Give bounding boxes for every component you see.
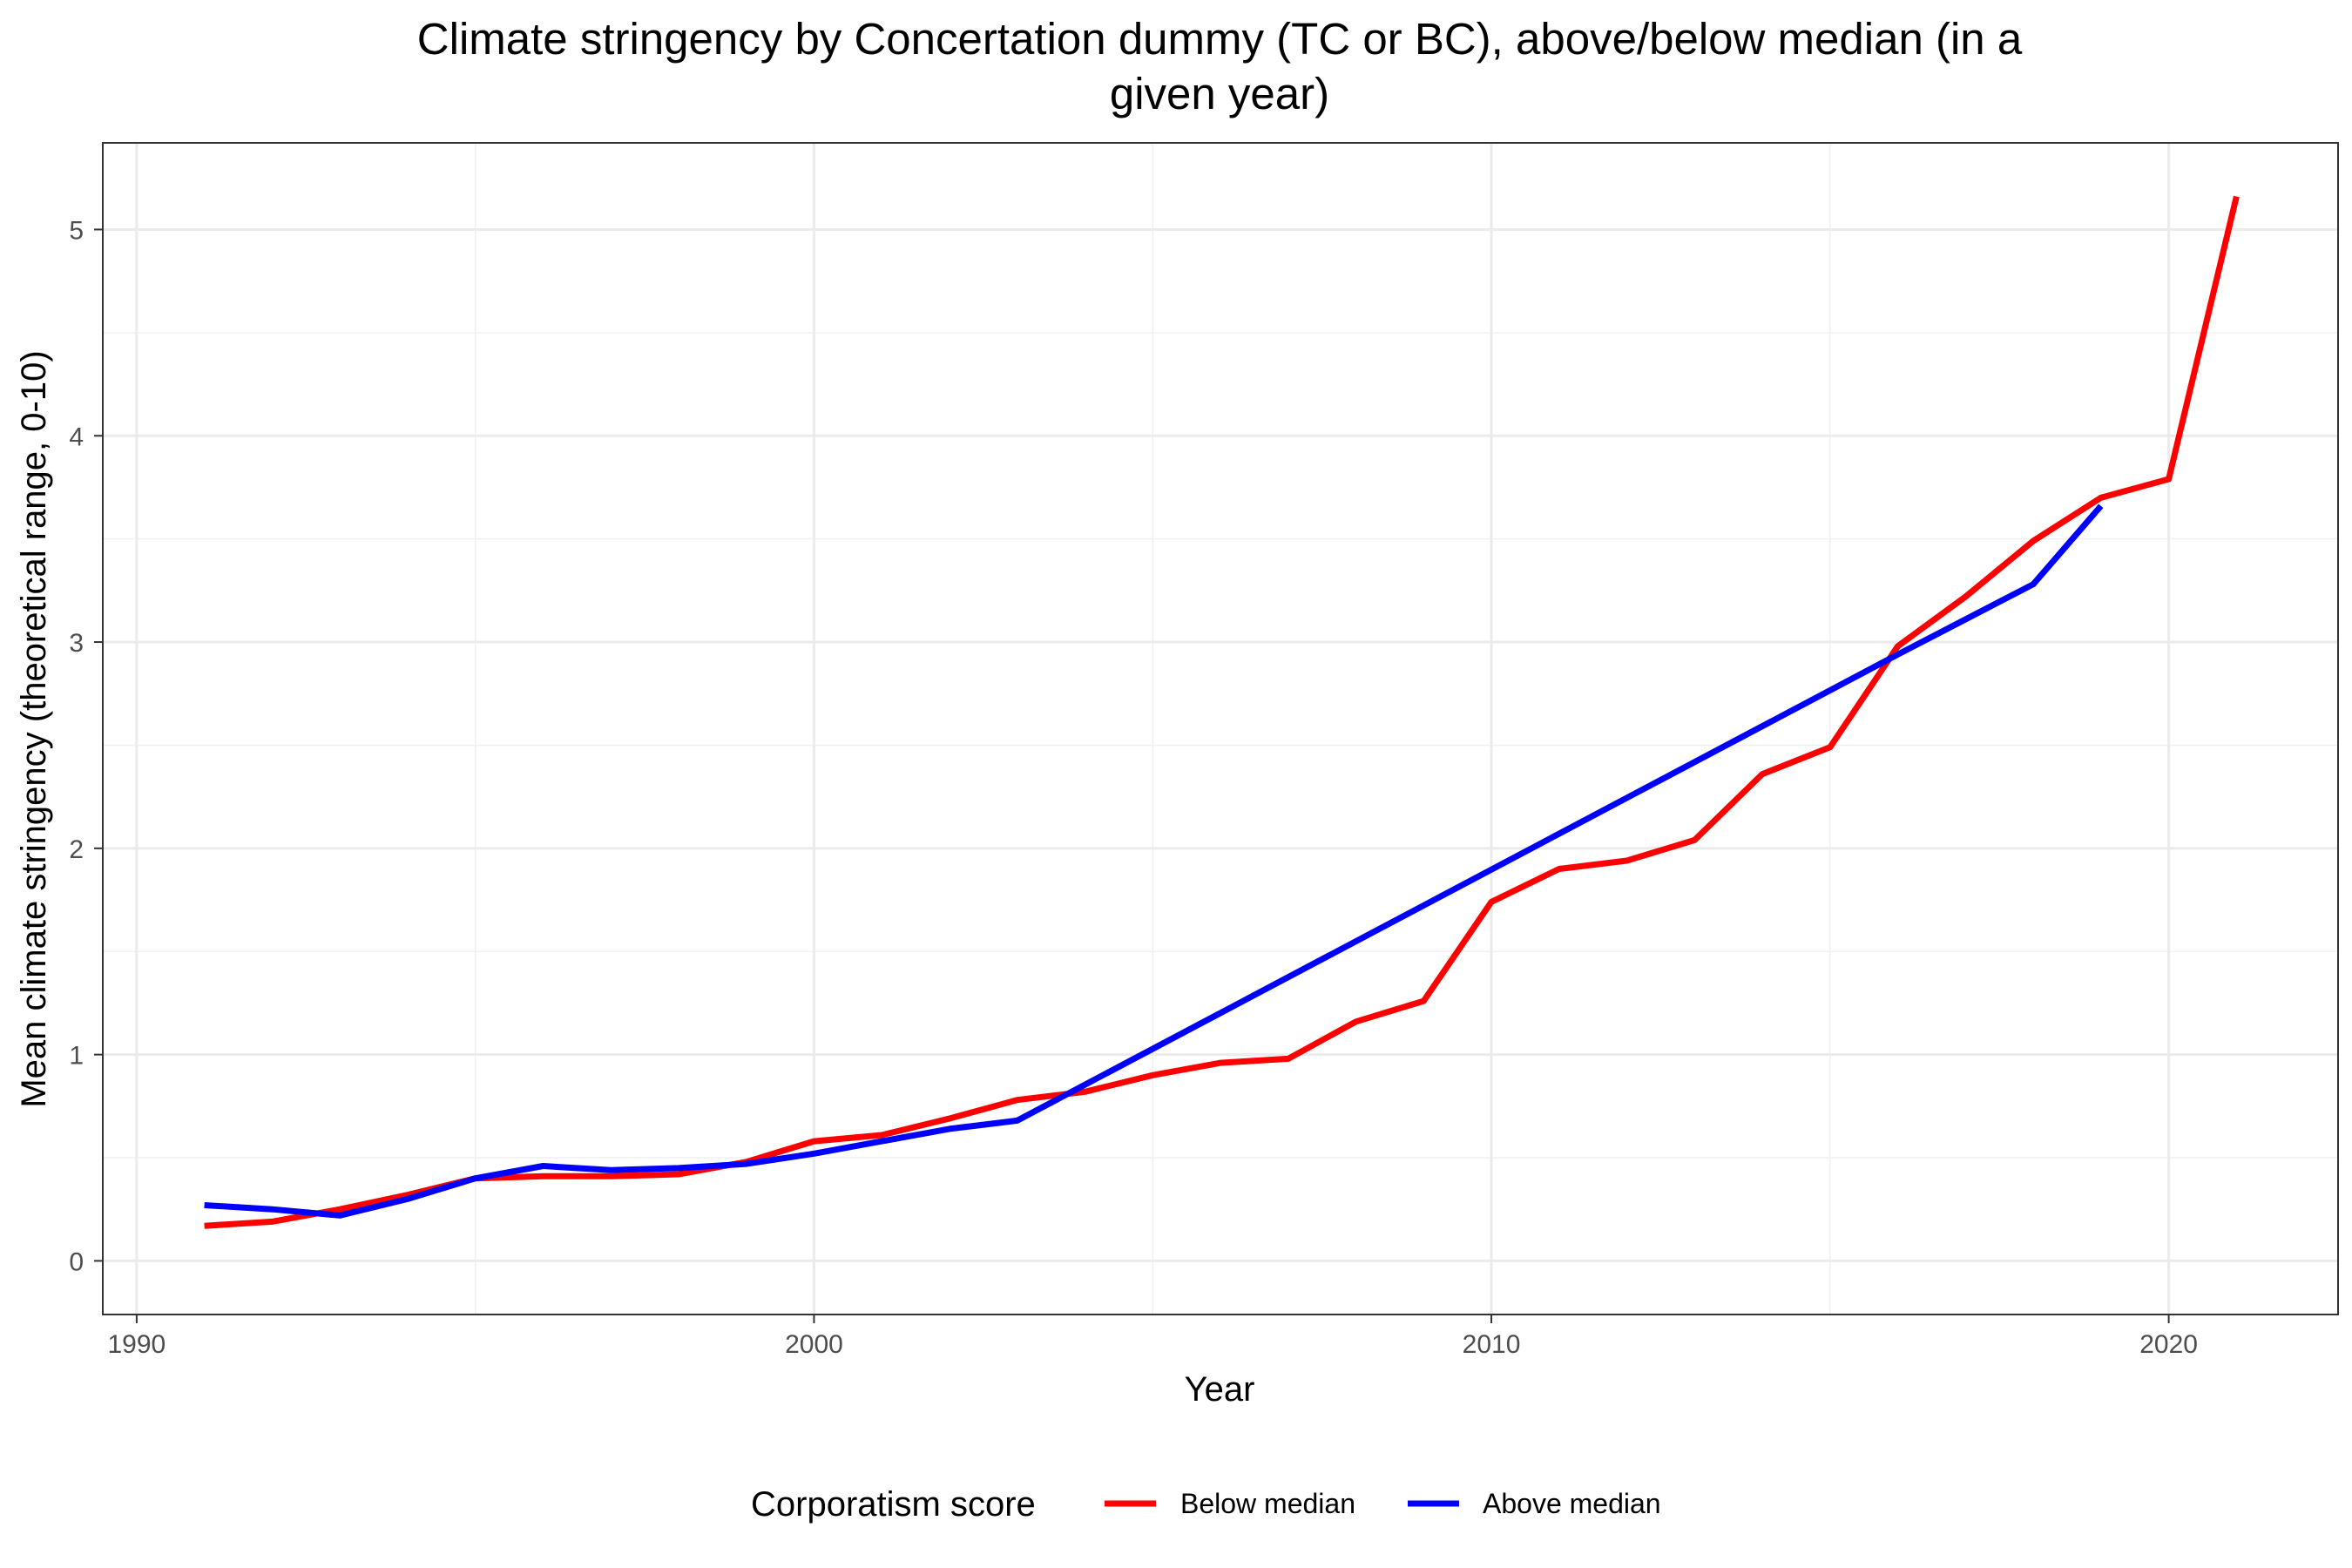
legend: Corporatism score Below median Above med… bbox=[751, 1485, 1661, 1524]
y-tick-label: 1 bbox=[69, 1042, 84, 1071]
series-lines bbox=[204, 195, 2240, 1229]
y-axis: 0 1 2 3 4 5 bbox=[69, 216, 103, 1276]
x-tick-label: 2020 bbox=[2139, 1330, 2198, 1359]
legend-label-below-median: Below median bbox=[1180, 1488, 1355, 1519]
series-line-below-median bbox=[204, 195, 2240, 1229]
y-axis-title: Mean climate stringency (theoretical ran… bbox=[15, 350, 53, 1107]
chart-title-line-2: given year) bbox=[1110, 69, 1329, 118]
legend-title: Corporatism score bbox=[751, 1485, 1036, 1524]
y-tick-label: 3 bbox=[69, 629, 84, 658]
y-tick-label: 4 bbox=[69, 422, 84, 451]
x-axis-title: Year bbox=[1185, 1370, 1255, 1409]
x-tick-label: 2010 bbox=[1463, 1330, 1521, 1359]
series-line-above-median bbox=[204, 504, 2104, 1219]
x-axis: 1990 2000 2010 2020 bbox=[108, 1315, 2198, 1359]
grid bbox=[103, 143, 2338, 1315]
y-tick-label: 2 bbox=[69, 835, 84, 864]
plot-panel bbox=[102, 142, 2339, 1315]
x-tick-label: 2000 bbox=[785, 1330, 843, 1359]
legend-label-above-median: Above median bbox=[1483, 1488, 1661, 1519]
chart-title-line-1: Climate stringency by Concertation dummy… bbox=[417, 14, 2023, 64]
y-tick-label: 0 bbox=[69, 1247, 84, 1276]
x-tick-label: 1990 bbox=[108, 1330, 166, 1359]
y-tick-label: 5 bbox=[69, 216, 84, 245]
